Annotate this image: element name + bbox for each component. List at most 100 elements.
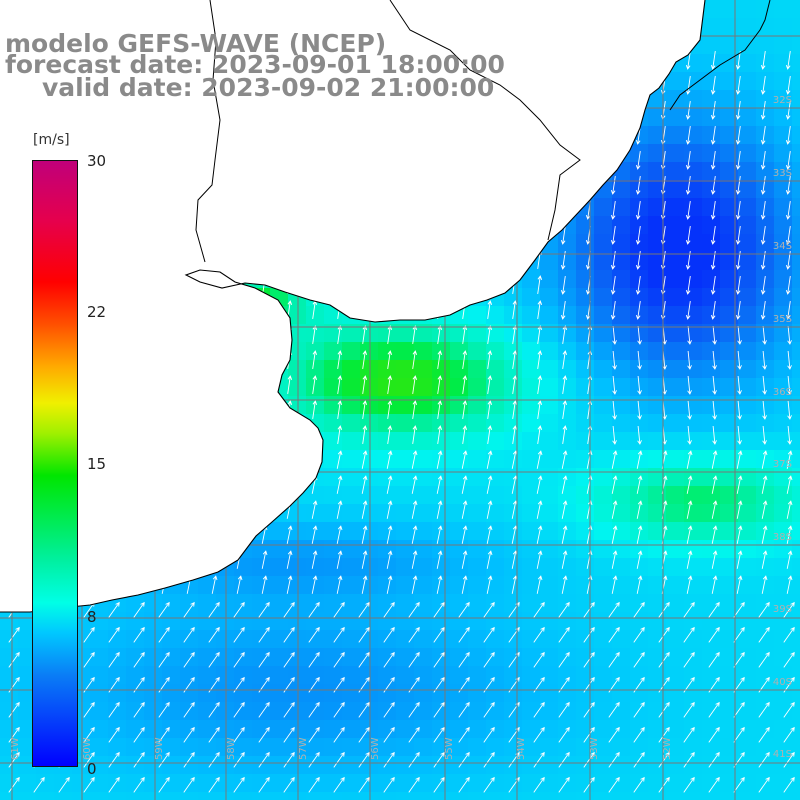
wind-speed-cell [612, 324, 631, 343]
wind-speed-cell [666, 666, 685, 685]
wind-speed-cell [738, 756, 757, 775]
wind-speed-cell [666, 108, 685, 127]
wind-arrow [686, 550, 693, 569]
wind-arrow [437, 325, 443, 344]
wind-arrow [735, 226, 741, 245]
wind-speed-cell [504, 792, 523, 800]
wind-speed-cell [396, 450, 415, 469]
colorbar-tick-label: 15 [87, 455, 107, 473]
wind-speed-cell [792, 450, 800, 469]
wind-speed-cell [630, 774, 649, 793]
wind-arrow [461, 475, 468, 494]
wind-speed-cell [756, 756, 775, 775]
wind-speed-cell [468, 468, 487, 487]
wind-arrow [635, 226, 641, 245]
wind-speed-cell [378, 756, 397, 775]
wind-speed-cell [630, 486, 649, 505]
wind-speed-cell [540, 270, 559, 289]
wind-speed-cell [702, 18, 721, 37]
wind-speed-cell [666, 630, 685, 649]
wind-arrow [736, 525, 743, 544]
wind-speed-cell [648, 180, 667, 199]
wind-speed-cell [594, 594, 613, 613]
wind-speed-cell [720, 702, 739, 721]
wind-speed-cell [216, 792, 235, 800]
wind-speed-cell [360, 666, 379, 685]
wind-arrow [258, 601, 270, 618]
wind-speed-cell [558, 792, 577, 800]
wind-speed-cell [576, 234, 595, 253]
wind-speed-cell [792, 234, 800, 253]
wind-arrow [637, 350, 642, 370]
wind-speed-cell [288, 324, 307, 343]
wind-speed-cell [324, 360, 343, 379]
wind-arrow [685, 226, 691, 245]
longitude-label: 57W [298, 737, 309, 760]
wind-speed-cell [540, 648, 559, 667]
wind-speed-cell [558, 270, 577, 289]
wind-arrow [412, 375, 418, 394]
wind-speed-cell [72, 792, 91, 800]
wind-speed-cell [720, 378, 739, 397]
wind-speed-cell [720, 558, 739, 577]
wind-arrow [711, 550, 718, 569]
wind-speed-cell [342, 540, 361, 559]
wind-arrow [762, 350, 767, 370]
wind-speed-cell [612, 360, 631, 379]
wind-speed-cell [342, 666, 361, 685]
wind-speed-cell [630, 738, 649, 757]
wind-speed-cell [360, 630, 379, 649]
wind-speed-cell [450, 396, 469, 415]
wind-speed-cell [540, 630, 559, 649]
wind-speed-cell [450, 720, 469, 739]
wind-speed-cell [720, 36, 739, 55]
wind-speed-cell [774, 342, 793, 361]
wind-speed-cell [630, 756, 649, 775]
wind-speed-cell [756, 18, 775, 37]
coastline-path [0, 0, 706, 613]
wind-speed-cell [720, 792, 739, 800]
wind-speed-cell [702, 774, 721, 793]
wind-speed-cell [684, 450, 703, 469]
wind-speed-cell [594, 432, 613, 451]
wind-arrow [736, 475, 743, 494]
wind-arrow [261, 575, 268, 594]
wind-speed-cell [558, 684, 577, 703]
wind-speed-cell [774, 684, 793, 703]
wind-arrow [458, 651, 470, 668]
wind-arrow [685, 151, 691, 170]
wind-speed-cell [468, 414, 487, 433]
wind-speed-cell [666, 468, 685, 487]
wind-speed-cell [720, 648, 739, 667]
wind-speed-cell [648, 198, 667, 217]
wind-speed-cell [396, 468, 415, 487]
wind-speed-cell [594, 360, 613, 379]
wind-arrow [633, 726, 645, 743]
wind-speed-cell [0, 720, 19, 739]
wind-speed-cell [756, 306, 775, 325]
wind-arrow [458, 626, 470, 643]
wind-speed-cell [648, 306, 667, 325]
wind-arrow [361, 575, 368, 594]
wind-speed-cell [630, 792, 649, 800]
wind-speed-cell [288, 702, 307, 721]
wind-arrow [436, 525, 443, 544]
wind-speed-cell [414, 324, 433, 343]
wind-speed-cell [702, 450, 721, 469]
wind-speed-cell [792, 576, 800, 595]
wind-arrow [358, 701, 370, 718]
wind-speed-cell [288, 378, 307, 397]
wind-speed-cell [306, 612, 325, 631]
wind-arrow [208, 776, 220, 793]
wind-speed-cell [468, 774, 487, 793]
wind-speed-cell [738, 18, 757, 37]
wind-arrow [333, 626, 345, 643]
wind-speed-cell [540, 324, 559, 343]
wind-arrow [358, 726, 370, 743]
wind-speed-cell [396, 738, 415, 757]
wind-speed-cell [612, 486, 631, 505]
wind-speed-cell [216, 738, 235, 757]
wind-speed-cell [576, 558, 595, 577]
wind-speed-cell [342, 432, 361, 451]
